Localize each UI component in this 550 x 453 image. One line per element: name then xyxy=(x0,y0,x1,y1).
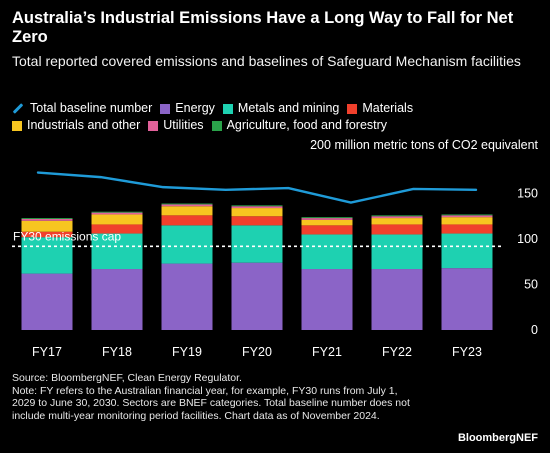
bar-segment-utilities-fy17 xyxy=(21,218,73,221)
bar-segment-agriculture-food-and-forestry-fy18 xyxy=(91,211,143,213)
chart-footer: Source: BloombergNEF, Clean Energy Regul… xyxy=(12,372,422,422)
legend-row-2: Industrials and other Utilities Agricult… xyxy=(12,117,542,134)
bar-segment-agriculture-food-and-forestry-fy20 xyxy=(231,205,283,207)
bar-segment-industrials-and-other-fy17 xyxy=(21,220,73,232)
legend-item-metals-mining: Metals and mining xyxy=(222,100,340,117)
bar-segment-energy-fy23 xyxy=(441,268,493,330)
legend-swatch xyxy=(148,120,159,131)
legend-swatch xyxy=(222,103,233,114)
y-axis-unit-label: 200 million metric tons of CO2 equivalen… xyxy=(310,138,538,152)
bar-segment-agriculture-food-and-forestry-fy19 xyxy=(161,203,213,205)
x-tick-label: FY19 xyxy=(172,345,202,359)
bar-segment-metals-and-mining-fy20 xyxy=(231,225,283,263)
bar-segment-industrials-and-other-fy19 xyxy=(161,206,213,216)
brand-logo-text: BloombergNEF xyxy=(457,432,538,444)
bar-segment-materials-fy23 xyxy=(441,224,493,234)
legend-swatch xyxy=(347,103,358,114)
legend: Total baseline number Energy Metals and … xyxy=(12,100,542,134)
bar-segment-industrials-and-other-fy20 xyxy=(231,208,283,217)
y-tick-label: 100 xyxy=(517,232,538,246)
x-tick-label: FY17 xyxy=(32,345,62,359)
legend-label: Agriculture, food and forestry xyxy=(226,118,388,132)
chart-title: Australia’s Industrial Emissions Have a … xyxy=(12,9,514,46)
bar-segment-agriculture-food-and-forestry-fy17 xyxy=(21,218,73,219)
bar-segment-energy-fy17 xyxy=(21,273,73,330)
y-tick-label: 50 xyxy=(524,278,538,292)
methodology-note: Note: FY refers to the Australian financ… xyxy=(12,384,410,422)
legend-swatch xyxy=(211,120,222,131)
legend-item-agriculture: Agriculture, food and forestry xyxy=(211,117,388,134)
x-tick-label: FY18 xyxy=(102,345,132,359)
bar-segment-utilities-fy19 xyxy=(161,204,213,207)
legend-item-materials: Materials xyxy=(347,100,413,117)
bar-segment-agriculture-food-and-forestry-fy21 xyxy=(301,217,353,219)
bar-segment-metals-and-mining-fy18 xyxy=(91,233,143,270)
bar-segment-metals-and-mining-fy21 xyxy=(301,234,353,270)
bar-segment-utilities-fy22 xyxy=(371,216,423,219)
chart-subtitle: Total reported covered emissions and bas… xyxy=(12,53,521,69)
bar-segment-agriculture-food-and-forestry-fy23 xyxy=(441,214,493,216)
bar-segment-industrials-and-other-fy21 xyxy=(301,219,353,226)
y-tick-label: 0 xyxy=(531,323,538,337)
bar-segment-energy-fy18 xyxy=(91,269,143,330)
legend-label: Utilities xyxy=(163,118,204,132)
legend-label: Industrials and other xyxy=(27,118,141,132)
line-total-baseline xyxy=(36,171,478,204)
bar-segment-utilities-fy20 xyxy=(231,206,283,209)
legend-item-utilities: Utilities xyxy=(148,117,204,134)
bar-segment-energy-fy19 xyxy=(161,263,213,330)
legend-label: Energy xyxy=(175,101,215,115)
bar-segment-materials-fy20 xyxy=(231,216,283,226)
bar-segment-energy-fy21 xyxy=(301,269,353,330)
bar-segment-industrials-and-other-fy23 xyxy=(441,217,493,225)
bar-segment-energy-fy20 xyxy=(231,262,283,330)
bar-segment-energy-fy22 xyxy=(371,269,423,330)
bar-segment-utilities-fy23 xyxy=(441,215,493,218)
x-tick-label: FY22 xyxy=(382,345,412,359)
legend-label: Materials xyxy=(362,101,414,115)
bar-segment-utilities-fy21 xyxy=(301,218,353,220)
source-note: Source: BloombergNEF, Clean Energy Regul… xyxy=(12,372,242,384)
legend-label: Total baseline number xyxy=(30,101,153,115)
bar-segment-agriculture-food-and-forestry-fy22 xyxy=(371,215,423,217)
bar-segment-materials-fy18 xyxy=(91,224,143,234)
legend-item-total-baseline: Total baseline number xyxy=(12,100,152,117)
bar-segment-materials-fy19 xyxy=(161,215,213,226)
bar-segment-materials-fy17 xyxy=(21,231,73,238)
legend-swatch xyxy=(160,103,171,114)
bar-segment-materials-fy22 xyxy=(371,224,423,235)
reference-line-label: FY30 emissions cap xyxy=(13,229,121,243)
bar-segment-metals-and-mining-fy19 xyxy=(161,225,213,264)
x-tick-label: FY20 xyxy=(242,345,272,359)
x-tick-label: FY21 xyxy=(312,345,342,359)
bar-segment-utilities-fy18 xyxy=(91,212,143,215)
y-tick-label: 150 xyxy=(517,187,538,201)
bar-segment-metals-and-mining-fy22 xyxy=(371,234,423,270)
x-tick-label: FY23 xyxy=(452,345,482,359)
bar-segment-industrials-and-other-fy22 xyxy=(371,218,423,225)
legend-item-industrials: Industrials and other xyxy=(12,117,140,134)
bar-segment-industrials-and-other-fy18 xyxy=(91,214,143,225)
legend-swatch xyxy=(12,120,22,131)
legend-label: Metals and mining xyxy=(237,101,340,115)
legend-item-energy: Energy xyxy=(160,100,215,117)
legend-row-1: Total baseline number Energy Metals and … xyxy=(12,100,542,117)
bar-segment-metals-and-mining-fy23 xyxy=(441,233,493,269)
bar-segment-metals-and-mining-fy17 xyxy=(21,237,73,274)
bar-segment-materials-fy21 xyxy=(301,225,353,235)
